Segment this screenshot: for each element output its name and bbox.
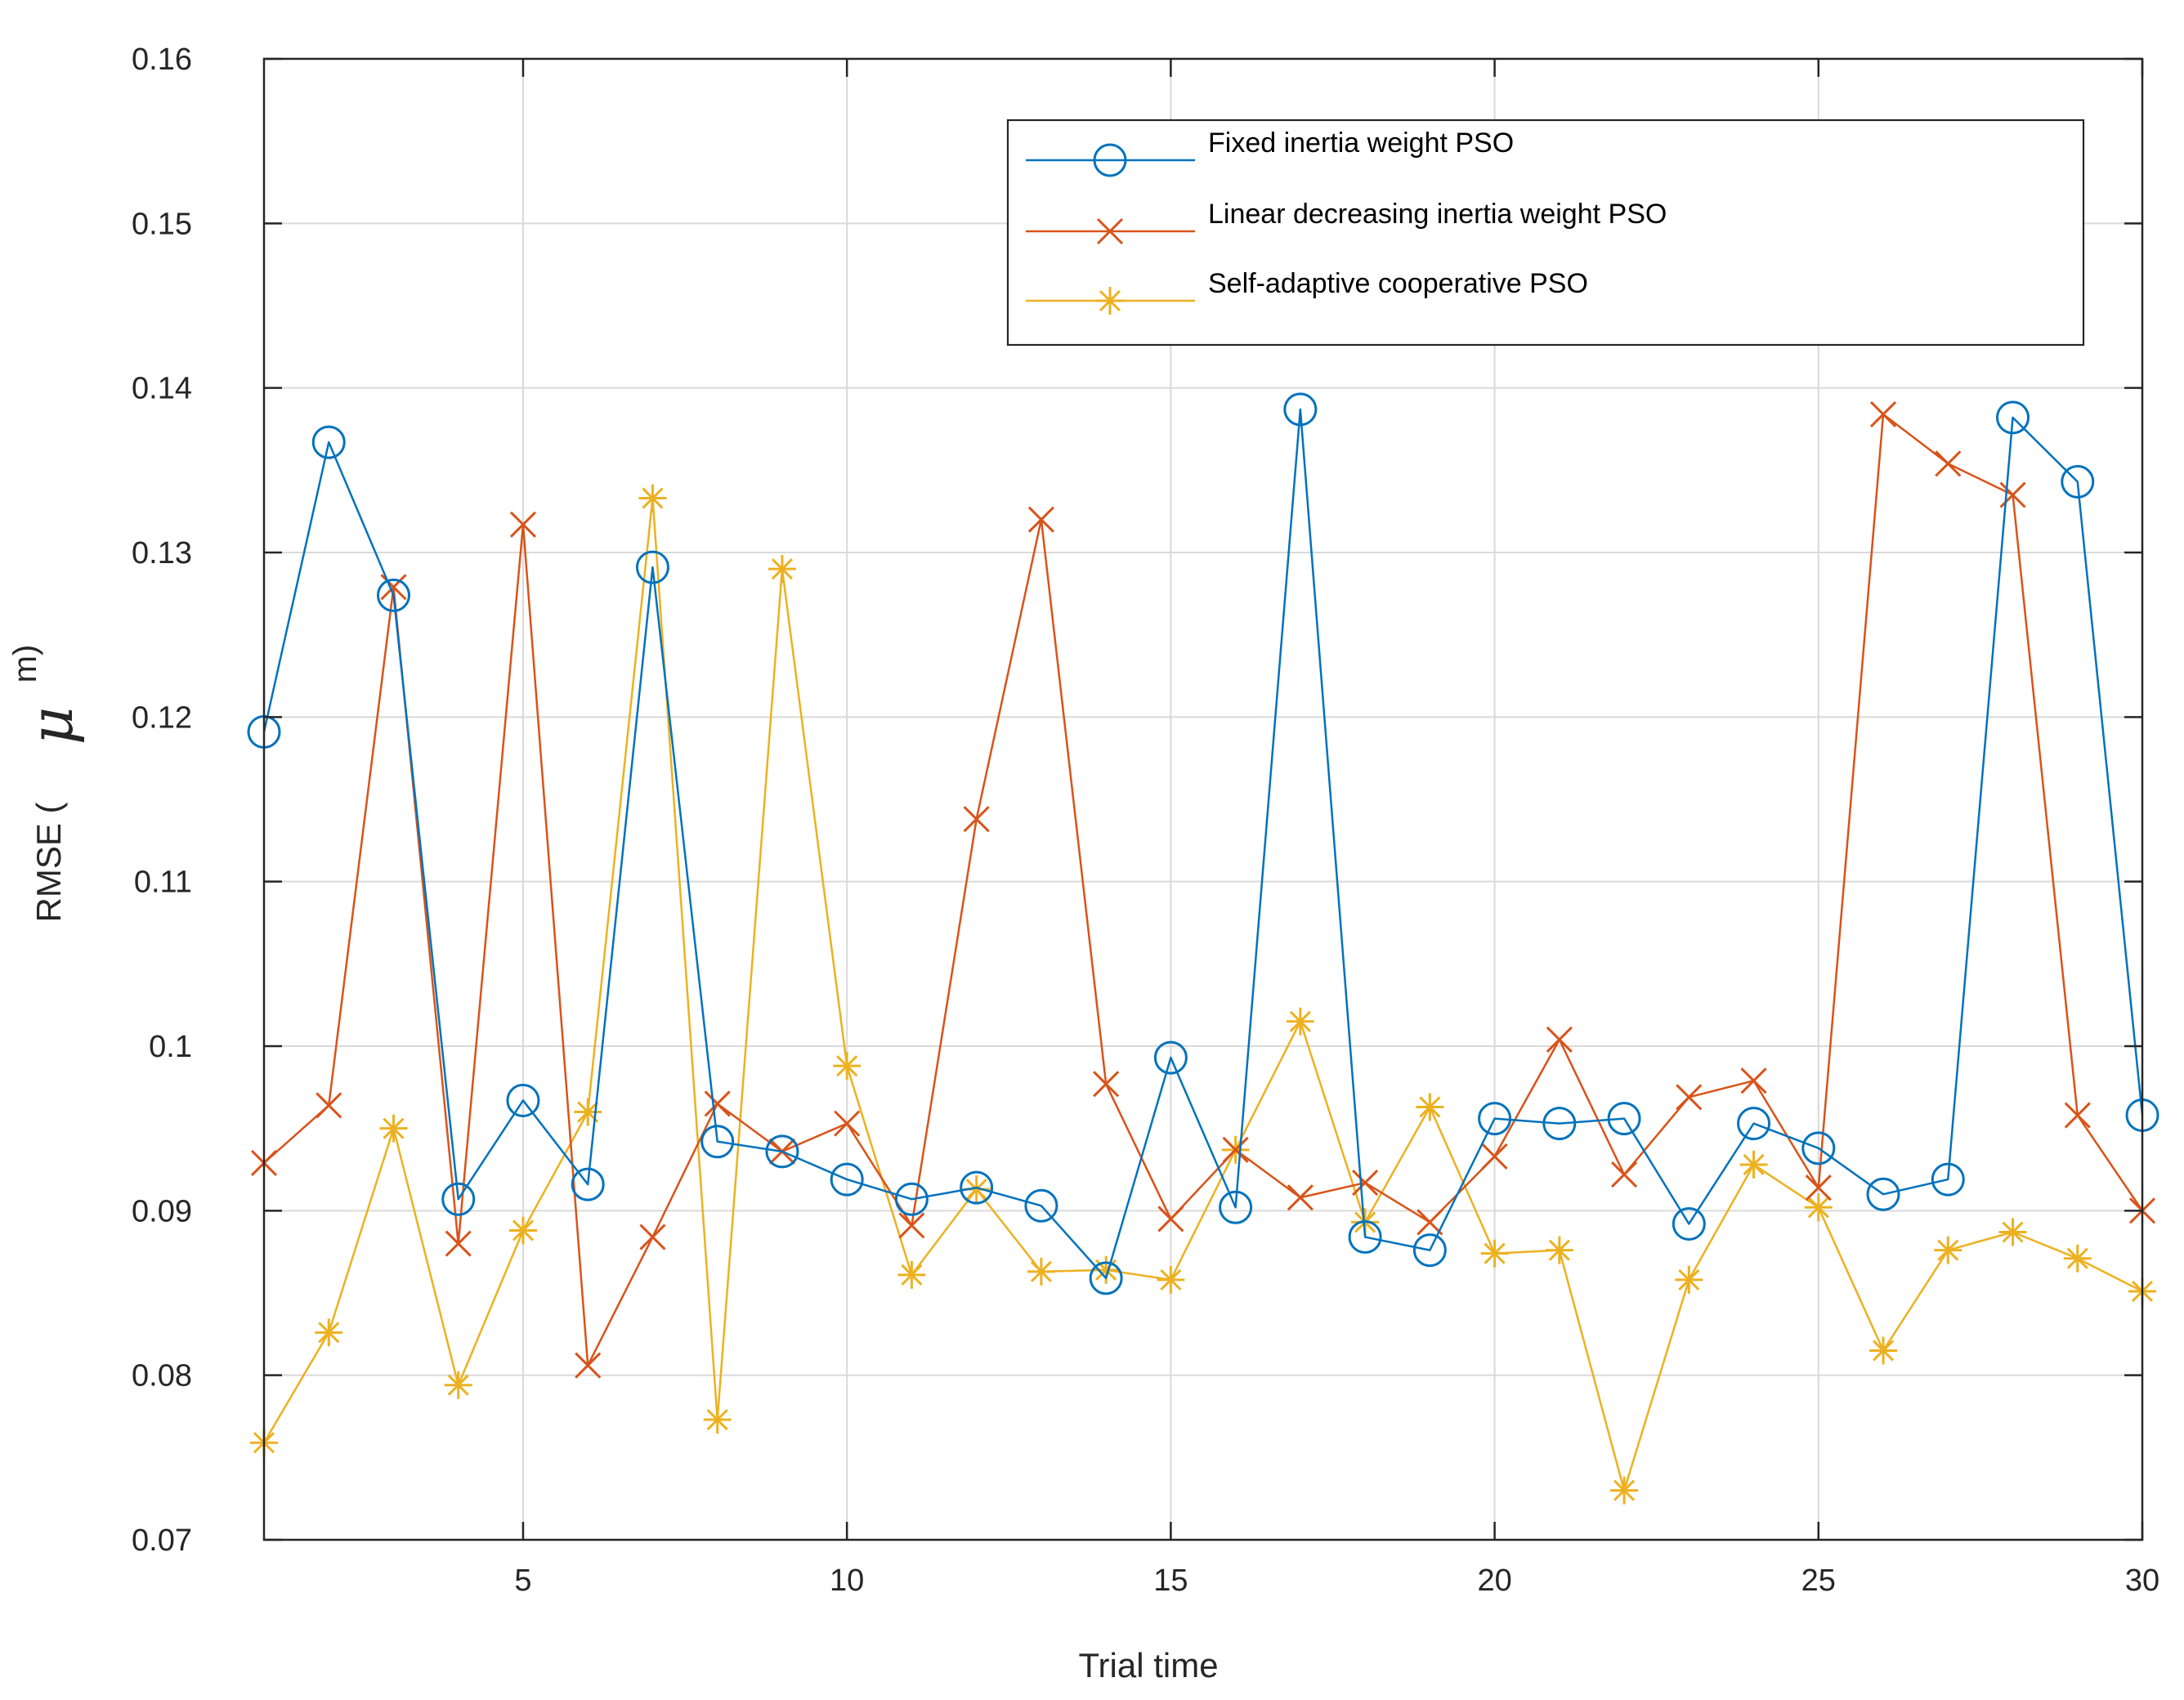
y-tick-label: 0.11	[134, 866, 192, 900]
y-axis-label-prefix: RMSE (	[29, 802, 68, 922]
x-tick-label: 30	[2125, 1564, 2159, 1598]
data-point	[1416, 1093, 1443, 1121]
x-tick-label: 5	[514, 1564, 531, 1598]
data-point	[1610, 1477, 1638, 1505]
data-point	[509, 1216, 537, 1244]
data-point	[379, 1115, 407, 1143]
data-point	[833, 1052, 861, 1080]
legend-label: Linear decreasing inertia weight PSO	[1208, 199, 1667, 230]
legend-marker	[1096, 287, 1124, 315]
y-tick-label: 0.1	[149, 1030, 192, 1064]
rmse-line-chart: 5 10 15 20 25 30 0.07 0.08 0.09 0.1 0.11 0.12 0.13 0.…	[0, 0, 2184, 1700]
y-axis-mu-symbol: μ	[17, 707, 86, 745]
data-point	[1287, 1008, 1314, 1036]
data-point	[1027, 1258, 1055, 1286]
legend-label: Self-adaptive cooperative PSO	[1208, 268, 1588, 299]
y-tick-label: 0.12	[132, 700, 192, 735]
y-tick-label: 0.14	[132, 372, 192, 406]
data-point	[1157, 1266, 1184, 1294]
y-tick-label: 0.13	[132, 536, 192, 570]
x-tick-label: 10	[830, 1564, 864, 1598]
x-tick-label: 15	[1153, 1564, 1188, 1598]
legend-box	[1008, 120, 2083, 345]
x-axis-label: Trial time	[1078, 1646, 1218, 1684]
y-tick-label: 0.08	[132, 1359, 192, 1394]
legend-label: Fixed inertia weight PSO	[1208, 128, 1514, 159]
x-tick-label: 20	[1477, 1564, 1511, 1598]
legend: Fixed inertia weight PSO Linear decreasin…	[1008, 120, 2083, 345]
data-point	[768, 555, 796, 583]
data-point	[1740, 1151, 1768, 1179]
y-axis-label-superscript: m)	[7, 645, 43, 683]
y-tick-label: 0.07	[132, 1523, 192, 1558]
data-point	[704, 1406, 732, 1434]
data-point	[1481, 1240, 1509, 1268]
y-tick-label: 0.15	[132, 207, 192, 241]
data-point	[1546, 1237, 1573, 1264]
data-point	[1999, 1219, 2027, 1246]
data-point	[1934, 1237, 1962, 1264]
data-point	[445, 1371, 472, 1399]
data-point	[897, 1261, 925, 1289]
data-point	[315, 1318, 342, 1346]
data-point	[1092, 1256, 1120, 1284]
data-point	[1675, 1266, 1703, 1294]
data-point	[1869, 1336, 1897, 1364]
data-point	[574, 1098, 602, 1126]
data-point	[2064, 1245, 2092, 1273]
y-tick-label: 0.16	[132, 42, 192, 77]
data-point	[638, 485, 666, 512]
x-tick-label: 25	[1801, 1564, 1836, 1598]
y-tick-label: 0.09	[132, 1194, 192, 1228]
